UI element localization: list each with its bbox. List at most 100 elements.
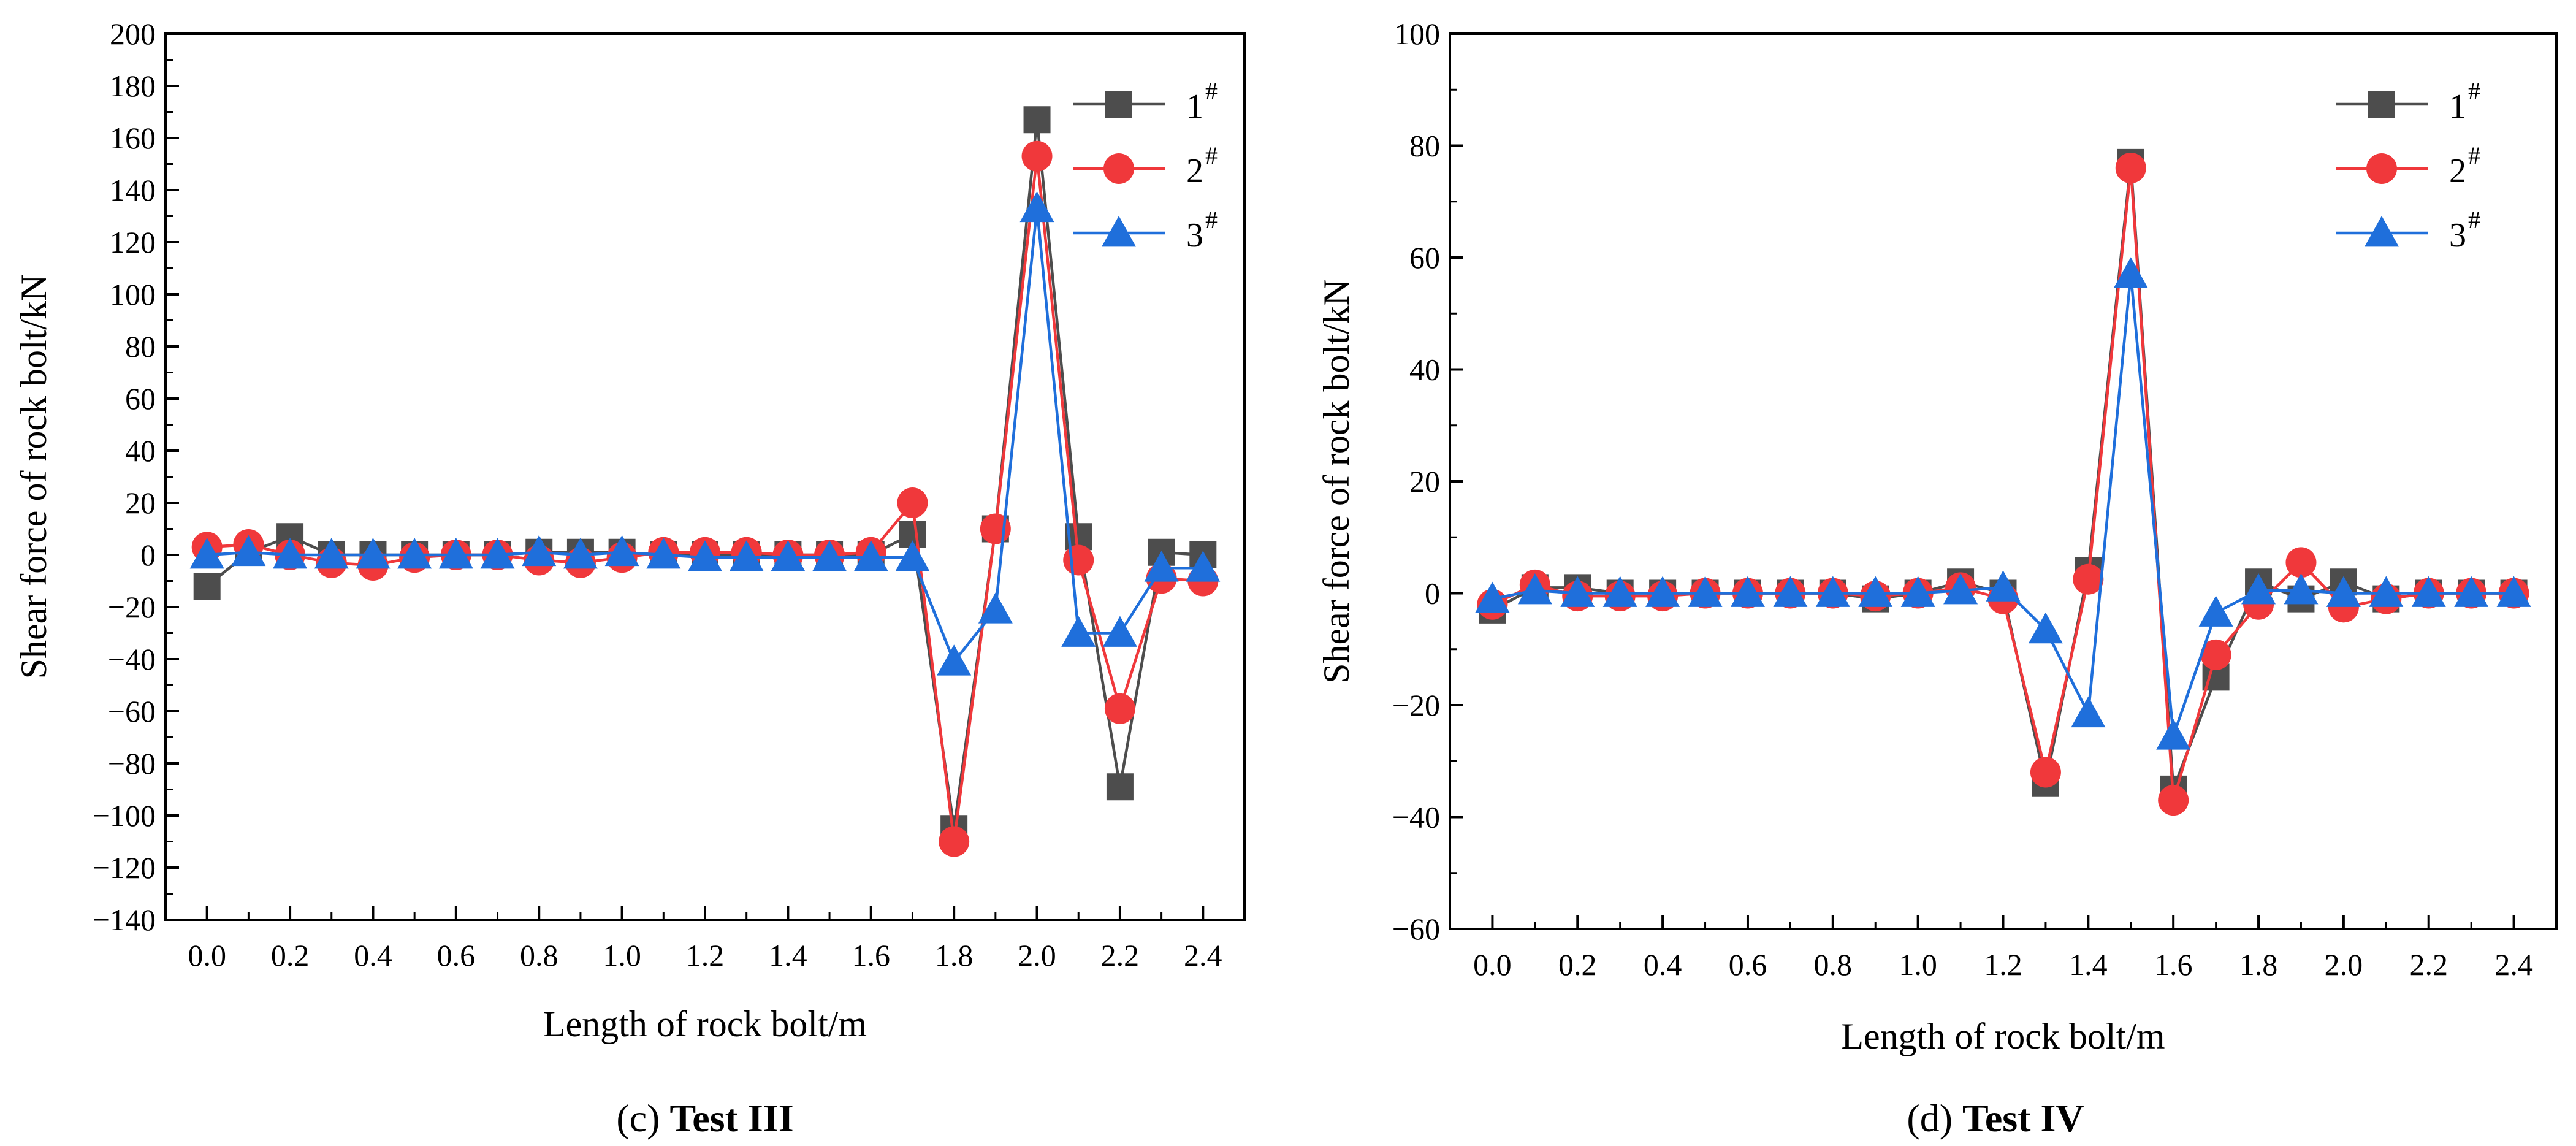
legend-label: 2 (1186, 152, 1203, 190)
data-point (2071, 696, 2106, 728)
data-point (563, 538, 598, 569)
data-point (1773, 576, 1808, 607)
x-tick-label: 2.0 (2325, 947, 2363, 982)
data-point (314, 538, 349, 569)
y-tick-label: 140 (110, 173, 156, 207)
chart-panel-test-iv: −60 −40 −20 0 20 40 60 80 100 0.0 0.2 0.4 0.6 0.8 1.0 1… (1316, 17, 2558, 1140)
legend-label-sup: # (1205, 77, 1218, 105)
chart-panel-test-iii: −140 −120 −100 −80 −60 −40 −20 0 20 40 60 80 100 120 1… (13, 17, 1246, 1140)
data-point (895, 540, 930, 571)
data-point (939, 826, 970, 857)
x-tick-label: 1.6 (2154, 947, 2193, 982)
data-point (2198, 595, 2233, 627)
x-tick-label: 2.2 (2409, 947, 2448, 982)
data-point (2113, 257, 2148, 288)
data-point (937, 644, 972, 676)
data-point (1475, 581, 1510, 613)
data-point (1730, 576, 1765, 607)
x-tick-label: 1.6 (852, 938, 891, 972)
y-tick-label: 60 (1409, 240, 1440, 275)
legend-entry: 2 # (2336, 142, 2480, 190)
data-point (1560, 576, 1595, 607)
legend-marker (1103, 153, 1134, 184)
y-tick-label: 20 (125, 486, 156, 520)
data-point (2200, 639, 2231, 670)
data-point (2454, 576, 2489, 607)
x-tick-label: 0.8 (520, 938, 558, 972)
data-point (2241, 573, 2276, 605)
series-1 (1479, 148, 2528, 803)
y-tick-label: −60 (108, 694, 156, 728)
series-3 (189, 191, 1221, 676)
data-point (1858, 576, 1893, 607)
y-tick-label: 0 (140, 538, 156, 572)
x-tick-label: 2.4 (1184, 938, 1222, 972)
legend-label: 3 (1186, 216, 1203, 254)
data-point (1063, 544, 1094, 576)
x-tick-label: 1.0 (1899, 947, 1937, 982)
data-point (2158, 785, 2189, 816)
panel-caption: (c) Test III (616, 1096, 793, 1140)
series-line (207, 156, 1203, 842)
y-tick-label: −20 (1392, 688, 1440, 722)
x-tick-label: 1.0 (603, 938, 641, 972)
data-point (646, 538, 681, 569)
x-tick-label: 1.4 (2069, 947, 2108, 982)
x-tick-label: 0.2 (1558, 947, 1597, 982)
y-tick-label: 20 (1409, 464, 1440, 499)
series-line (1492, 274, 2514, 736)
x-tick-label: 2.4 (2494, 947, 2533, 982)
y-tick-label: 180 (110, 69, 156, 103)
x-tick-label: 1.2 (686, 938, 725, 972)
y-tick-label: 200 (110, 17, 156, 51)
data-point (1102, 616, 1137, 647)
y-tick-label: −40 (108, 642, 156, 676)
data-point (1645, 576, 1680, 607)
legend-label-sup: # (2468, 77, 2480, 105)
y-tick-label: −140 (93, 903, 156, 937)
data-point (1517, 573, 1552, 605)
x-tick-label: 1.8 (935, 938, 974, 972)
data-point (2326, 576, 2361, 607)
y-tick-label: 100 (110, 277, 156, 311)
x-tick-label: 0.4 (354, 938, 392, 972)
data-point (1943, 573, 1978, 605)
legend-entry: 1 # (2336, 77, 2480, 126)
legend-marker (2365, 216, 2399, 247)
legend-entry: 2 # (1073, 142, 1218, 190)
y-tick-label: −40 (1392, 800, 1440, 835)
data-point (2411, 576, 2446, 607)
legend-entry: 1 # (1073, 77, 1218, 126)
y-tick-label: 80 (1409, 129, 1440, 163)
legend-marker (2368, 91, 2395, 118)
y-axis-title: Shear force of rock bolt/kN (13, 275, 54, 679)
legend-label: 2 (2449, 152, 2466, 190)
legend-label-sup: # (1205, 142, 1218, 169)
y-tick-label: −120 (93, 850, 156, 885)
y-tick-label: 60 (125, 381, 156, 416)
x-axis-title: Length of rock bolt/m (1841, 1016, 2165, 1056)
data-point (438, 538, 473, 569)
data-point (231, 535, 266, 567)
data-point (2285, 547, 2317, 578)
data-point (1019, 191, 1054, 223)
x-tick-label: 0.8 (1814, 947, 1853, 982)
series-line (1492, 167, 2514, 801)
x-tick-label: 0.0 (188, 938, 226, 972)
legend-marker (1105, 91, 1132, 118)
x-tick-label: 1.2 (1984, 947, 2022, 982)
series-line (206, 120, 1203, 829)
y-tick-label: 40 (125, 434, 156, 468)
data-point (1104, 693, 1135, 724)
data-point (1986, 570, 2021, 602)
legend-label-sup: # (2468, 206, 2480, 234)
legend-marker (1102, 216, 1136, 247)
data-point (2156, 719, 2191, 750)
data-point (1021, 140, 1053, 172)
data-point (853, 540, 888, 571)
y-tick-label: 0 (1425, 576, 1440, 611)
legend-entry: 3 # (2336, 206, 2480, 254)
data-point (480, 538, 515, 569)
data-point (2073, 563, 2104, 595)
y-axis-title: Shear force of rock bolt/kN (1316, 279, 1357, 684)
